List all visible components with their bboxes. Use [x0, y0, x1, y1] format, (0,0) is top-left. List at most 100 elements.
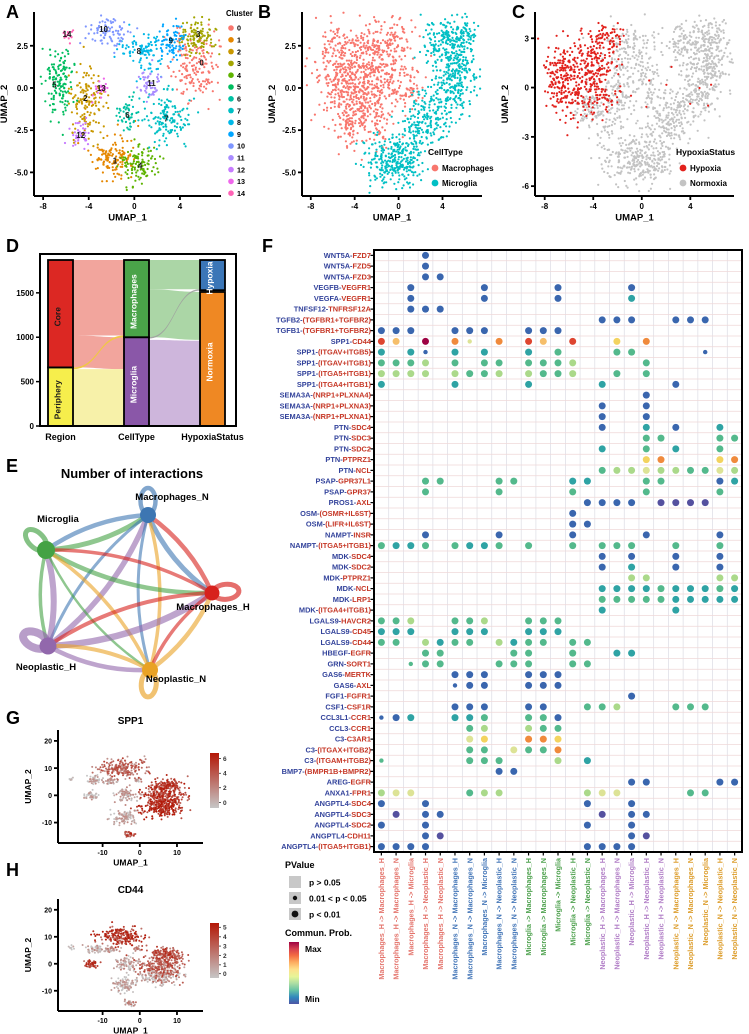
- matrix-ticks: [370, 254, 736, 856]
- svg-text:4: 4: [138, 162, 143, 171]
- lr-dots: [377, 251, 739, 851]
- svg-text:-4: -4: [590, 202, 598, 211]
- svg-text:-4: -4: [85, 202, 93, 211]
- svg-text:0: 0: [525, 84, 530, 93]
- svg-text:-8: -8: [307, 202, 315, 211]
- svg-text:6: 6: [237, 95, 241, 104]
- svg-text:4: 4: [440, 202, 445, 211]
- svg-text:1: 1: [113, 157, 118, 166]
- svg-text:-2.5: -2.5: [14, 126, 28, 135]
- panel-label-g: G: [6, 708, 21, 728]
- svg-text:UMAP_1: UMAP_1: [373, 213, 412, 224]
- points-layer: [67, 921, 190, 1008]
- svg-text:3: 3: [237, 59, 241, 68]
- svg-text:UMAP_2: UMAP_2: [500, 85, 511, 124]
- svg-text:-2.5: -2.5: [282, 126, 296, 135]
- svg-text:3: 3: [196, 30, 201, 39]
- svg-text:UMAP_2: UMAP_2: [0, 85, 10, 124]
- svg-text:2.5: 2.5: [285, 42, 297, 51]
- svg-text:0.0: 0.0: [17, 84, 29, 93]
- svg-text:11: 11: [147, 79, 156, 88]
- row-labels: WNT5A-FZD7WNT5A-FZD5WNT5A-FZD3VEGFB-VEGF…: [276, 251, 372, 851]
- svg-text:0: 0: [640, 202, 645, 211]
- interaction-edges: [38, 512, 216, 673]
- svg-text:8: 8: [137, 47, 142, 56]
- svg-text:10: 10: [237, 142, 245, 151]
- panel-b-celltype-umap-plot: -8 -4 0 4 -5.0 -2.5 0.0 2.5 UMAP_1 UMAP_2 CellType…: [267, 11, 494, 224]
- svg-text:3: 3: [525, 34, 530, 43]
- panel-label-e: E: [6, 456, 19, 476]
- matrix-border: [373, 249, 743, 853]
- svg-text:6: 6: [125, 111, 130, 120]
- legend: CellType Macrophages Microglia: [428, 147, 494, 188]
- svg-text:12: 12: [76, 131, 85, 140]
- svg-text:13: 13: [237, 177, 245, 186]
- svg-text:9: 9: [237, 130, 241, 139]
- svg-text:CellType: CellType: [428, 147, 463, 157]
- svg-text:-4: -4: [351, 202, 359, 211]
- grid: [373, 249, 743, 853]
- svg-text:-8: -8: [541, 202, 549, 211]
- points-layer: [68, 755, 192, 838]
- svg-text:Macrophages: Macrophages: [442, 164, 494, 173]
- svg-text:7: 7: [164, 114, 169, 123]
- cell-group-nodes: Macrophages_NMicrogliaMacrophages_HNeopl…: [16, 492, 250, 685]
- axes: -8 -4 0 4 3 0 -3 -6 UMAP_1 UMAP_2: [500, 12, 734, 224]
- flows: [73, 260, 200, 426]
- axis-labels: Region CellType HypoxiaStatus: [45, 432, 244, 442]
- strata: PeripheryCoreMicrogliaMacrophagesNormoxi…: [47, 259, 226, 427]
- panel-f-ligand-receptor-dotplot: WNT5A-FZD7WNT5A-FZD5WNT5A-FZD3VEGFB-VEGF…: [276, 249, 743, 1004]
- points-layer: [39, 14, 222, 192]
- svg-text:9: 9: [169, 37, 174, 46]
- panel-e-interaction-network: Number of interactionsMacrophages_NMicro…: [16, 466, 250, 700]
- svg-text:2.5: 2.5: [17, 42, 29, 51]
- panel-label-d: D: [6, 236, 19, 256]
- svg-text:4: 4: [178, 202, 183, 211]
- points-layer: [304, 11, 482, 194]
- svg-text:0: 0: [237, 24, 241, 33]
- svg-text:2: 2: [83, 94, 88, 103]
- svg-text:14: 14: [237, 189, 245, 198]
- svg-text:14: 14: [63, 30, 72, 39]
- svg-text:7: 7: [237, 106, 241, 115]
- panel-label-h: H: [6, 860, 19, 880]
- svg-text:0.0: 0.0: [285, 84, 297, 93]
- svg-text:11: 11: [237, 154, 245, 163]
- axes: -8 -4 0 4 -5.0 -2.5 0.0 2.5 UMAP_1 UMAP_2: [0, 12, 221, 224]
- svg-text:13: 13: [97, 84, 106, 93]
- svg-text:5: 5: [237, 83, 241, 92]
- svg-text:5: 5: [52, 81, 57, 90]
- panel-border: [39, 253, 237, 427]
- svg-text:0: 0: [199, 59, 204, 68]
- points-layer: [537, 13, 734, 193]
- panel-c-hypoxia-umap-plot: -8 -4 0 4 3 0 -3 -6 UMAP_1 UMAP_2 HypoxiaStatusHyp…: [500, 12, 735, 224]
- svg-text:0: 0: [396, 202, 401, 211]
- svg-text:10: 10: [99, 25, 108, 34]
- svg-text:1: 1: [237, 36, 241, 45]
- axes: -8 -4 0 4 -5.0 -2.5 0.0 2.5 UMAP_1 UMAP_2: [267, 12, 482, 224]
- svg-text:2: 2: [237, 47, 241, 56]
- svg-text:UMAP_2: UMAP_2: [267, 85, 278, 124]
- svg-text:4: 4: [688, 202, 693, 211]
- svg-text:UMAP_1: UMAP_1: [108, 213, 147, 224]
- svg-text:-3: -3: [522, 133, 530, 142]
- svg-text:-6: -6: [522, 182, 530, 191]
- svg-text:Microglia: Microglia: [442, 179, 478, 188]
- panel-label-b: B: [258, 2, 271, 22]
- svg-text:-5.0: -5.0: [282, 168, 296, 177]
- panel-label-a: A: [6, 2, 19, 22]
- svg-text:12: 12: [237, 165, 245, 174]
